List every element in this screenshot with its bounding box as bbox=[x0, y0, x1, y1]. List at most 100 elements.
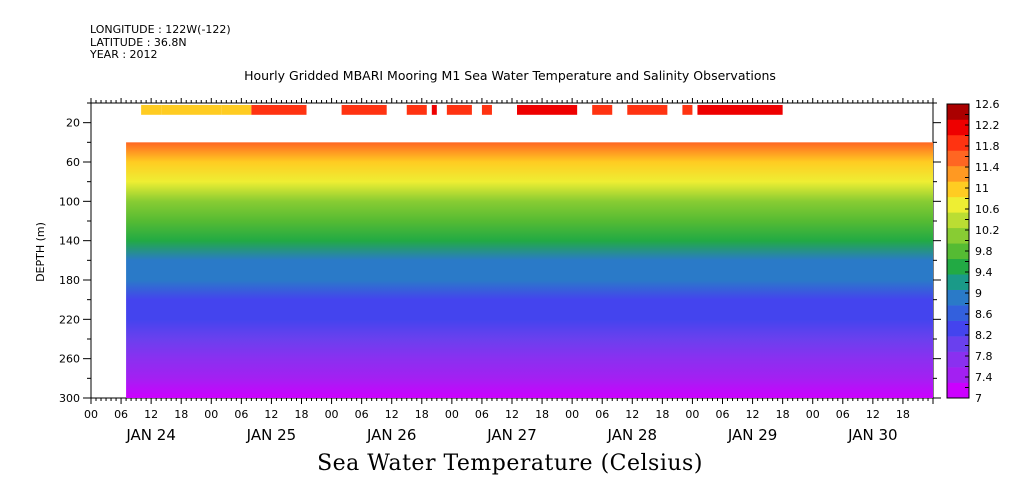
colorbar-label: 9.8 bbox=[975, 245, 993, 258]
x-hour-label: 06 bbox=[595, 408, 609, 421]
surface-segment bbox=[481, 104, 492, 115]
surface-segment bbox=[446, 104, 472, 115]
y-tick-label: 300 bbox=[59, 392, 80, 405]
colorbar-swatch bbox=[947, 212, 969, 229]
colorbar-label: 12.2 bbox=[975, 119, 1000, 132]
x-hour-label: 06 bbox=[234, 408, 248, 421]
x-hour-label: 00 bbox=[806, 408, 820, 421]
x-date-label: JAN 24 bbox=[125, 426, 176, 444]
surface-segment bbox=[221, 104, 252, 115]
x-hour-label: 18 bbox=[415, 408, 429, 421]
surface-segment bbox=[141, 104, 162, 115]
colorbar-label: 10.6 bbox=[975, 203, 1000, 216]
y-tick-label: 100 bbox=[59, 195, 80, 208]
surface-segment bbox=[431, 104, 437, 115]
x-hour-label: 12 bbox=[505, 408, 519, 421]
axes: 20 60 100 140 180 220 260 300 00 06 12 18 00 06 12 18 00… bbox=[59, 98, 941, 444]
x-date-label: JAN 26 bbox=[366, 426, 417, 444]
latitude-label: LATITUDE : 36.8N bbox=[90, 35, 187, 49]
surface-segment bbox=[251, 104, 307, 115]
x-hour-label: 18 bbox=[655, 408, 669, 421]
x-hour-label: 00 bbox=[204, 408, 218, 421]
colorbar-swatch bbox=[947, 289, 969, 306]
colorbar-label: 8.6 bbox=[975, 308, 993, 321]
colorbar-swatch bbox=[947, 336, 969, 352]
surface-segment bbox=[627, 104, 668, 115]
x-date-label: JAN 30 bbox=[847, 426, 898, 444]
x-hour-label: 06 bbox=[716, 408, 730, 421]
x-hour-label: 18 bbox=[174, 408, 188, 421]
x-date-label: JAN 27 bbox=[486, 426, 537, 444]
temperature-field bbox=[126, 142, 934, 398]
x-hour-label: 12 bbox=[385, 408, 399, 421]
colorbar-label: 8.2 bbox=[975, 329, 993, 342]
x-hour-label: 12 bbox=[264, 408, 278, 421]
x-hour-label: 00 bbox=[84, 408, 98, 421]
x-hour-label: 18 bbox=[776, 408, 790, 421]
colorbar-label: 9 bbox=[975, 287, 982, 300]
surface-segment bbox=[697, 104, 783, 115]
colorbar-label: 11.4 bbox=[975, 161, 1000, 174]
colorbar-swatch bbox=[947, 243, 969, 260]
colorbar: 7 7.4 7.8 8.2 8.6 9 9.4 9.8 10.2 10.6 11 11.4 11.8 12… bbox=[946, 98, 1000, 405]
year-label: YEAR : 2012 bbox=[90, 48, 158, 61]
x-hour-label: 00 bbox=[685, 408, 699, 421]
x-date-label: JAN 29 bbox=[727, 426, 778, 444]
surface-segment bbox=[406, 104, 427, 115]
colorbar-swatch bbox=[947, 305, 969, 321]
x-hour-label: 12 bbox=[746, 408, 760, 421]
colorbar-label: 7 bbox=[975, 392, 982, 405]
colorbar-swatch bbox=[947, 258, 969, 275]
y-tick-label: 60 bbox=[66, 156, 80, 169]
y-tick-label: 260 bbox=[59, 353, 80, 366]
y-axis-label: DEPTH (m) bbox=[34, 222, 47, 282]
location-metadata: LONGITUDE : 122W(-122) LATITUDE : 36.8N … bbox=[90, 23, 231, 62]
colorbar-swatch bbox=[947, 134, 969, 151]
colorbar-swatch bbox=[947, 351, 969, 368]
colorbar-swatch bbox=[947, 181, 969, 198]
colorbar-swatch bbox=[947, 196, 969, 213]
x-hour-label: 06 bbox=[475, 408, 489, 421]
x-hour-label: 00 bbox=[565, 408, 579, 421]
x-hour-label: 18 bbox=[295, 408, 309, 421]
colorbar-swatch bbox=[947, 165, 969, 182]
x-hour-label: 06 bbox=[836, 408, 850, 421]
colorbar-swatch bbox=[947, 119, 969, 136]
x-hour-label: 12 bbox=[866, 408, 880, 421]
colorbar-label: 11.8 bbox=[975, 140, 1000, 153]
surface-segment bbox=[161, 104, 222, 115]
x-hour-label: 00 bbox=[445, 408, 459, 421]
colorbar-swatch bbox=[947, 274, 969, 290]
y-tick-label: 220 bbox=[59, 313, 80, 326]
surface-segment bbox=[592, 104, 613, 115]
colorbar-swatch bbox=[947, 367, 969, 383]
x-date-label: JAN 28 bbox=[607, 426, 658, 444]
x-hour-label: 12 bbox=[625, 408, 639, 421]
colorbar-swatch bbox=[947, 104, 969, 120]
colorbar-label: 12.6 bbox=[975, 98, 1000, 111]
x-hour-label: 06 bbox=[114, 408, 128, 421]
colorbar-label: 11 bbox=[975, 182, 989, 195]
x-hour-label: 18 bbox=[896, 408, 910, 421]
chart-title: Hourly Gridded MBARI Mooring M1 Sea Wate… bbox=[244, 68, 776, 83]
y-tick-label: 20 bbox=[66, 117, 80, 130]
x-hour-label: 18 bbox=[535, 408, 549, 421]
x-hour-label: 06 bbox=[355, 408, 369, 421]
longitude-label: LONGITUDE : 122W(-122) bbox=[90, 23, 231, 36]
surface-segment bbox=[682, 104, 693, 115]
x-hour-label: 00 bbox=[325, 408, 339, 421]
colorbar-label: 7.8 bbox=[975, 350, 993, 363]
plot-area bbox=[126, 104, 934, 398]
colorbar-label: 9.4 bbox=[975, 266, 993, 279]
colorbar-label: 7.4 bbox=[975, 371, 993, 384]
x-date-label: JAN 25 bbox=[246, 426, 297, 444]
x-hour-label: 12 bbox=[144, 408, 158, 421]
surface-segment bbox=[517, 104, 578, 115]
colorbar-label: 10.2 bbox=[975, 224, 1000, 237]
y-tick-label: 140 bbox=[59, 235, 80, 248]
colorbar-swatch bbox=[947, 320, 969, 337]
surface-segment bbox=[341, 104, 387, 115]
x-axis-title: Sea Water Temperature (Celsius) bbox=[317, 451, 703, 476]
colorbar-swatch bbox=[947, 227, 969, 244]
